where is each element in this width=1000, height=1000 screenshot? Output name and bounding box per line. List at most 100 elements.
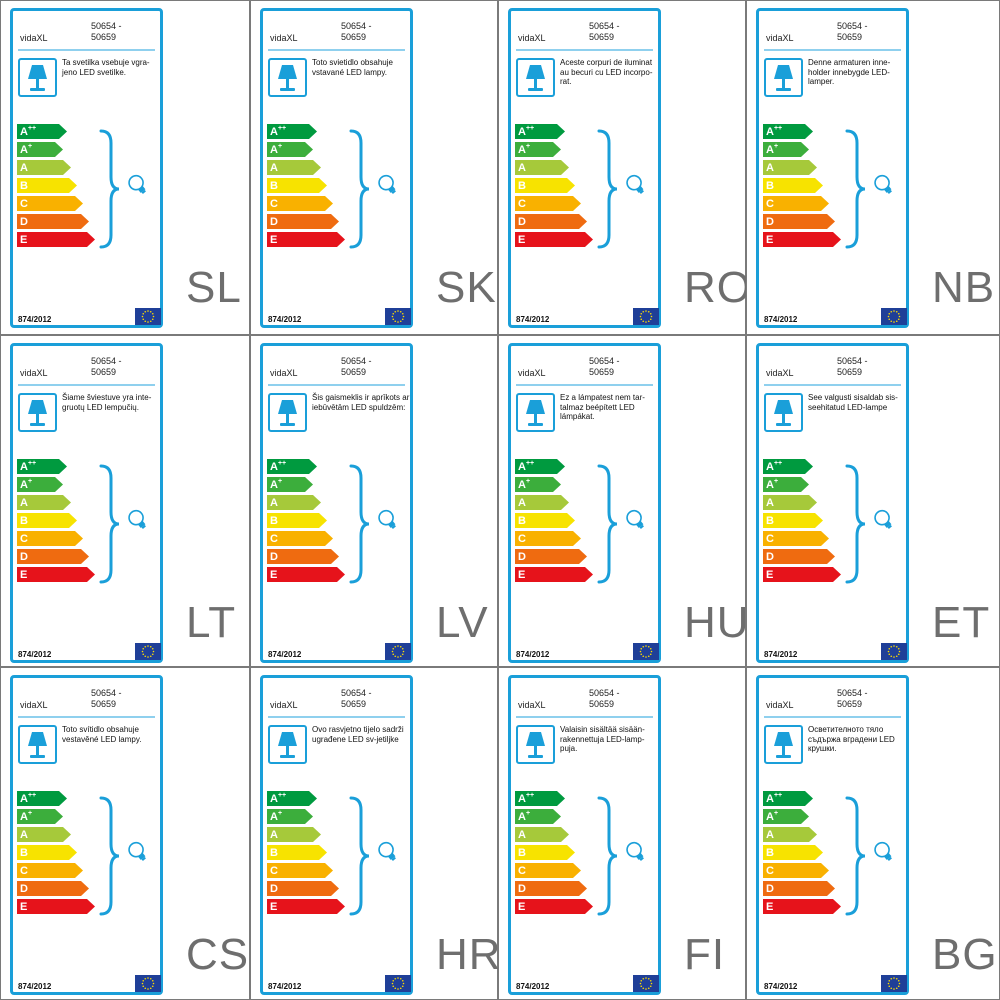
regulation-number: 874/2012 — [764, 650, 798, 659]
energy-class-letter: C — [270, 533, 278, 545]
energy-class-letter: A — [20, 497, 28, 509]
energy-class-letter: B — [270, 847, 278, 859]
energy-class-letter: A — [766, 793, 774, 805]
energy-class-letter: E — [518, 234, 526, 246]
model-code-line1: 50654 - — [91, 21, 122, 31]
header-divider — [764, 384, 901, 386]
energy-class-sup: ++ — [27, 460, 37, 467]
model-code-line1: 50654 - — [837, 356, 868, 366]
energy-class-arrow: B — [267, 178, 327, 193]
energy-class-letter: D — [20, 216, 28, 228]
language-code: HU — [684, 598, 750, 647]
regulation-number: 874/2012 — [764, 315, 798, 324]
header-divider — [516, 716, 653, 718]
energy-class-arrow: C — [763, 196, 829, 211]
language-code: FI — [684, 930, 726, 979]
curly-brace-icon — [845, 464, 866, 584]
energy-class-arrow: A++ — [515, 459, 565, 474]
energy-class-sup: ++ — [277, 460, 287, 467]
energy-class-arrow: A++ — [17, 791, 67, 806]
energy-class-arrow: C — [17, 531, 83, 546]
model-code-line1: 50654 - — [341, 356, 372, 366]
energy-class-arrow: A++ — [267, 124, 317, 139]
energy-class-letter: E — [518, 569, 526, 581]
label-cell-hu: vidaXL 50654 -50659 Ez a lámpatest nem tar… — [498, 335, 749, 667]
energy-label-card: vidaXL 50654 -50659 Ta svetilka vsebuje vg… — [10, 8, 163, 328]
energy-class-arrow: E — [515, 899, 593, 914]
table-lamp-icon — [268, 725, 307, 764]
energy-class-sup: + — [525, 810, 531, 817]
energy-class-arrow: D — [267, 214, 339, 229]
curly-brace-icon — [349, 464, 370, 584]
energy-class-letter: C — [270, 198, 278, 210]
energy-class-arrow: A+ — [763, 809, 809, 824]
luminaire-description: Ta svetilka vsebuje vgra-jeno LED svetil… — [62, 58, 150, 77]
brand-name: vidaXL — [20, 700, 48, 710]
luminaire-description: Valaisin sisältää sisään-rakennettuja LE… — [560, 725, 645, 753]
led-bulb-icon — [874, 841, 892, 861]
energy-class-arrow: B — [17, 845, 77, 860]
energy-class-letter: E — [270, 569, 278, 581]
energy-class-letter: A — [518, 829, 526, 841]
luminaire-description: Toto svítidlo obsahuje vestavěné LED lam… — [62, 725, 142, 744]
energy-class-arrow: A++ — [17, 124, 67, 139]
energy-class-sup: + — [525, 478, 531, 485]
led-bulb-icon — [626, 174, 644, 194]
energy-class-letter: D — [20, 883, 28, 895]
brand-name: vidaXL — [20, 33, 48, 43]
energy-class-letter: B — [766, 515, 774, 527]
curly-brace-icon — [349, 129, 370, 249]
table-lamp-icon — [764, 393, 803, 432]
curly-brace-icon — [99, 464, 120, 584]
energy-class-letter: E — [20, 901, 28, 913]
table-lamp-icon — [18, 393, 57, 432]
energy-label-card: vidaXL 50654 -50659 Ez a lámpatest nem tar… — [508, 343, 661, 663]
energy-class-arrow: D — [17, 214, 89, 229]
energy-class-arrow: E — [17, 899, 95, 914]
curly-brace-icon — [845, 129, 866, 249]
energy-class-arrow: B — [515, 513, 575, 528]
energy-label-card: vidaXL 50654 -50659 Toto svítidlo obsahuje… — [10, 675, 163, 995]
energy-class-arrow: B — [515, 178, 575, 193]
energy-class-arrow: A++ — [763, 791, 813, 806]
header-divider — [516, 49, 653, 51]
energy-class-letter: A — [270, 497, 278, 509]
energy-class-letter: A — [766, 497, 774, 509]
model-code-line2: 50659 — [837, 367, 863, 377]
energy-class-arrow: A+ — [267, 142, 313, 157]
eu-flag-icon — [881, 308, 907, 325]
energy-class-arrow: A++ — [17, 459, 67, 474]
brand-name: vidaXL — [766, 33, 794, 43]
energy-class-letter: A — [270, 162, 278, 174]
energy-class-arrow: A++ — [515, 124, 565, 139]
energy-class-sup: + — [277, 810, 283, 817]
energy-class-letter: D — [766, 551, 774, 563]
language-code: SK — [436, 263, 497, 312]
energy-class-letter: A — [766, 829, 774, 841]
led-bulb-icon — [626, 841, 644, 861]
energy-class-arrow: A++ — [763, 124, 813, 139]
energy-label-card: vidaXL 50654 -50659 Šis gaismeklis ir aprī… — [260, 343, 413, 663]
energy-class-arrow: B — [763, 513, 823, 528]
eu-flag-icon — [633, 643, 659, 660]
energy-class-arrow: A — [267, 495, 321, 510]
header-divider — [268, 716, 405, 718]
energy-class-sup: ++ — [27, 792, 37, 799]
table-lamp-icon — [18, 725, 57, 764]
energy-class-sup: ++ — [277, 125, 287, 132]
energy-class-letter: E — [766, 234, 774, 246]
luminaire-description: Denne armaturen inne-holder innebygde LE… — [808, 58, 891, 86]
energy-class-arrow: E — [763, 899, 841, 914]
energy-class-arrow: A+ — [267, 477, 313, 492]
model-code-line1: 50654 - — [837, 21, 868, 31]
curly-brace-icon — [597, 796, 618, 916]
curly-brace-icon — [845, 796, 866, 916]
table-lamp-icon — [516, 725, 555, 764]
energy-class-arrow: B — [267, 513, 327, 528]
table-lamp-icon — [18, 58, 57, 97]
eu-flag-icon — [135, 308, 161, 325]
energy-class-arrow: A — [763, 160, 817, 175]
energy-class-letter: C — [518, 198, 526, 210]
label-cell-fi: vidaXL 50654 -50659 Valaisin sisältää sisä… — [498, 667, 746, 1000]
energy-class-sup: ++ — [773, 460, 783, 467]
